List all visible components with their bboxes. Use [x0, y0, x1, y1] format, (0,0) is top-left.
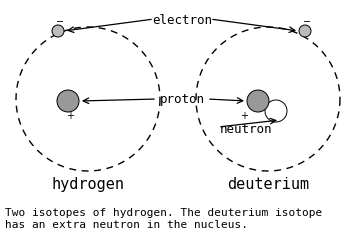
Text: proton: proton	[159, 93, 205, 106]
Text: +: +	[66, 110, 74, 120]
Circle shape	[57, 91, 79, 112]
Circle shape	[299, 26, 311, 38]
Text: Two isotopes of hydrogen. The deuterium isotope
has an extra neutron in the nucl: Two isotopes of hydrogen. The deuterium …	[5, 207, 322, 229]
Circle shape	[52, 26, 64, 38]
Text: neutron: neutron	[220, 123, 273, 136]
Circle shape	[265, 100, 287, 122]
Circle shape	[247, 91, 269, 112]
Text: −: −	[56, 17, 64, 27]
Text: −: −	[303, 17, 311, 27]
Text: +: +	[240, 110, 248, 120]
Text: electron: electron	[152, 14, 212, 26]
Text: deuterium: deuterium	[227, 177, 309, 192]
Text: hydrogen: hydrogen	[51, 177, 124, 192]
